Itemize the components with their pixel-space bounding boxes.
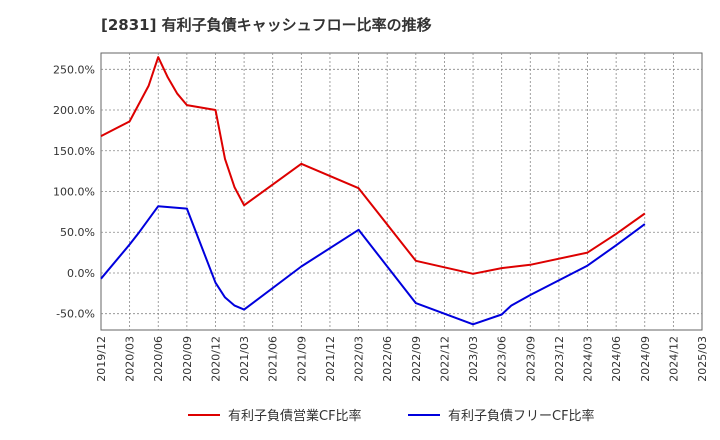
x-tick-labels: 2019/12 2020/03 2020/06 2020/09 2020/12 2021/… — [95, 336, 709, 382]
chart-title: [2831] 有利子負債キャッシュフロー比率の推移 — [101, 16, 432, 34]
y-tick-label: 0.0% — [67, 267, 95, 280]
grid-lines — [101, 53, 702, 330]
x-tick-label: 2024/06 — [610, 336, 623, 382]
series-line-2 — [100, 205, 646, 326]
x-tick-label: 2022/03 — [353, 336, 366, 382]
legend: 有利子負債営業CF比率 有利子負債フリーCF比率 — [188, 408, 595, 424]
y-tick-label: 150.0% — [53, 145, 95, 158]
legend-label-1: 有利子負債営業CF比率 — [228, 408, 362, 424]
x-tick-label: 2024/12 — [667, 336, 680, 382]
x-tick-label: 2023/03 — [467, 336, 480, 382]
y-tick-label: 50.0% — [60, 226, 95, 239]
x-tick-label: 2024/03 — [582, 336, 595, 382]
x-tick-label: 2020/12 — [209, 336, 222, 382]
y-tick-label: 200.0% — [53, 104, 95, 117]
legend-label-2: 有利子負債フリーCF比率 — [448, 408, 595, 424]
x-tick-label: 2022/09 — [410, 336, 423, 382]
x-tick-label: 2024/09 — [639, 336, 652, 382]
series-line-1 — [100, 56, 646, 275]
x-tick-label: 2019/12 — [95, 336, 108, 382]
x-tick-label: 2020/03 — [124, 336, 137, 382]
x-tick-label: 2022/12 — [438, 336, 451, 382]
x-tick-label: 2021/12 — [324, 336, 337, 382]
series-lines — [100, 56, 646, 326]
x-tick-label: 2023/09 — [524, 336, 537, 382]
x-tick-label: 2025/03 — [696, 336, 709, 382]
x-tick-label: 2020/09 — [181, 336, 194, 382]
x-tick-label: 2021/09 — [295, 336, 308, 382]
y-tick-label: 100.0% — [53, 186, 95, 199]
x-tick-label: 2020/06 — [152, 336, 165, 382]
y-tick-label: 250.0% — [53, 63, 95, 76]
y-tick-labels: 250.0% 200.0% 150.0% 100.0% 50.0% 0.0% -50.0% — [53, 63, 95, 320]
x-tick-label: 2023/06 — [496, 336, 509, 382]
x-tick-label: 2022/06 — [381, 336, 394, 382]
x-tick-label: 2023/12 — [553, 336, 566, 382]
x-tick-label: 2021/03 — [238, 336, 251, 382]
x-tick-label: 2021/06 — [267, 336, 280, 382]
y-tick-label: -50.0% — [56, 308, 95, 321]
